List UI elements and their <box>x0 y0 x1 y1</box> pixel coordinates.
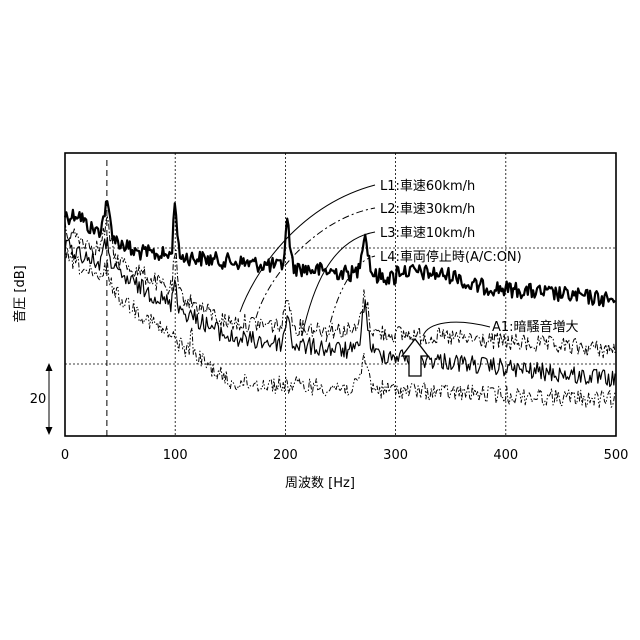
legend-leader-l1 <box>240 185 375 312</box>
x-tick-label: 0 <box>61 448 69 463</box>
annotation-label-a1: A1:暗騒音増大 <box>492 319 579 335</box>
x-tick-label: 300 <box>383 448 408 463</box>
series-line-l3 <box>65 237 615 386</box>
legend-label-l1: L1:車速60km/h <box>380 179 475 194</box>
series-group <box>65 201 615 407</box>
legend-label-l3: L3:車速10km/h <box>380 226 475 241</box>
y-axis-title: 音圧 [dB] <box>12 265 28 322</box>
x-tick-label: 100 <box>163 448 188 463</box>
legend-label-l4: L4:車両停止時(A/C:ON) <box>380 249 522 265</box>
series-line-l1 <box>65 201 615 306</box>
scale-bar-label: 20 <box>30 392 47 407</box>
x-tick-labels: 0 100 200 300 400 500 <box>61 448 629 463</box>
annotation-leader-a1 <box>423 322 490 336</box>
legend-label-l2: L2:車速30km/h <box>380 202 475 217</box>
x-tick-label: 400 <box>493 448 518 463</box>
x-tick-label: 200 <box>273 448 298 463</box>
series-line-l2 <box>65 217 615 358</box>
scale-bar-arrow-bottom-icon <box>46 427 53 435</box>
x-axis-title: 周波数 [Hz] <box>285 476 355 491</box>
x-tick-label: 500 <box>604 448 629 463</box>
scale-bar-arrow-top-icon <box>46 363 53 371</box>
